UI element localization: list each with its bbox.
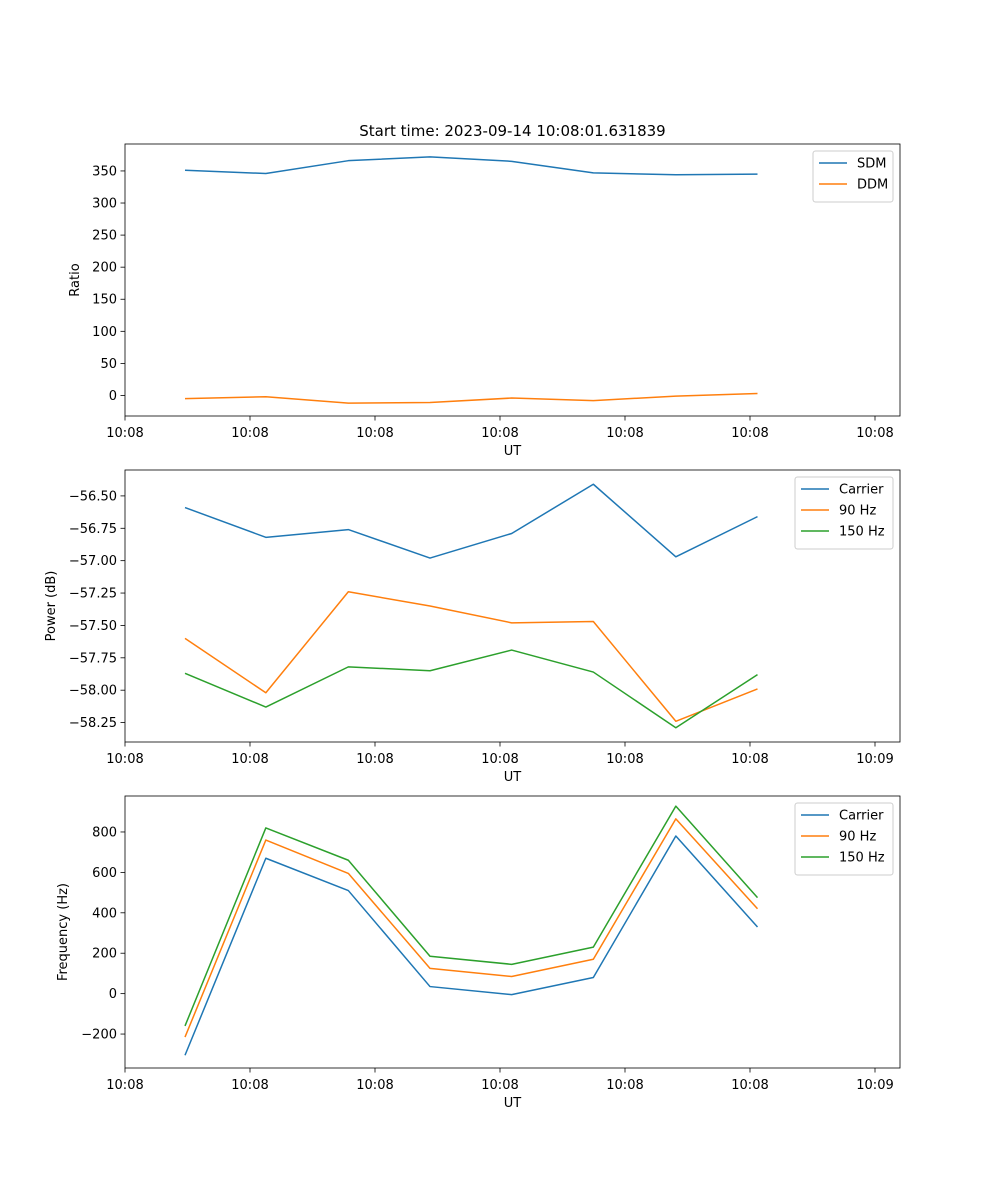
- x-tick-label: 10:08: [356, 426, 393, 441]
- x-axis-label: UT: [504, 444, 522, 459]
- y-axis-label: Frequency (Hz): [56, 883, 71, 981]
- y-tick-label: −58.00: [69, 684, 117, 699]
- y-axis-label: Ratio: [68, 263, 83, 296]
- chart-title: Start time: 2023-09-14 10:08:01.631839: [359, 122, 665, 140]
- x-tick-label: 10:08: [231, 1078, 268, 1093]
- axes-frame: [124, 795, 901, 1069]
- x-tick-label: 10:08: [356, 1078, 393, 1093]
- y-axis-label: Power (dB): [44, 571, 59, 642]
- y-tick-label: 250: [92, 229, 117, 244]
- x-tick-label: 10:08: [856, 426, 893, 441]
- x-tick-label: 10:08: [606, 752, 643, 767]
- x-tick-label: 10:08: [231, 752, 268, 767]
- legend-label: 150 Hz: [839, 851, 885, 866]
- legend-label: 90 Hz: [839, 830, 876, 845]
- series-line-carrier: [184, 483, 758, 559]
- y-tick-label: −57.00: [69, 554, 117, 569]
- series-line-ddm: [184, 392, 758, 404]
- legend: Carrier 90 Hz 150 Hz: [794, 476, 894, 550]
- legend-label: SDM: [857, 157, 886, 172]
- y-tick-label: 100: [92, 325, 117, 340]
- y-tick-label: 300: [92, 197, 117, 212]
- x-tick-label: 10:08: [481, 1078, 518, 1093]
- x-tick-label: 10:08: [731, 426, 768, 441]
- legend-label: Carrier: [839, 483, 884, 498]
- legend-label: 90 Hz: [839, 504, 876, 519]
- legend-label: DDM: [857, 178, 888, 193]
- power-panel: 10:08 10:08 10:08 10:08 10:08 10:08 10:09 −58.2…: [44, 469, 901, 785]
- y-tick-label: 600: [92, 866, 117, 881]
- frequency-panel: 10:08 10:08 10:08 10:08 10:08 10:08 10:09 −200 0…: [56, 795, 901, 1111]
- y-tick-label: −56.50: [69, 489, 117, 504]
- x-tick-label: 10:08: [231, 426, 268, 441]
- y-tick-label: 0: [109, 389, 117, 404]
- legend-label: 150 Hz: [839, 525, 885, 540]
- x-tick-label: 10:09: [856, 752, 893, 767]
- series-line-90-hz: [184, 591, 758, 723]
- y-tick-label: 200: [92, 947, 117, 962]
- y-tick-label: 400: [92, 906, 117, 921]
- y-tick-label: 200: [92, 261, 117, 276]
- series-line-90-hz: [184, 818, 759, 1038]
- ratio-panel: 10:08 10:08 10:08 10:08 10:08 10:08 10:08 0 50 10…: [68, 143, 901, 459]
- x-tick-label: 10:08: [106, 426, 143, 441]
- legend-label: Carrier: [839, 809, 884, 824]
- y-tick-label: −57.25: [69, 587, 117, 602]
- x-tick-label: 10:08: [731, 752, 768, 767]
- axes-frame: [124, 469, 901, 743]
- series-line-carrier: [184, 835, 759, 1056]
- y-tick-label: 800: [92, 825, 117, 840]
- legend: SDM DDM: [812, 150, 894, 203]
- y-tick-label: 350: [92, 164, 117, 179]
- y-tick-label: −57.50: [69, 619, 117, 634]
- y-tick-label: −200: [81, 1028, 117, 1043]
- series-line-sdm: [184, 156, 758, 176]
- x-axis-label: UT: [504, 1096, 522, 1111]
- x-tick-label: 10:09: [856, 1078, 893, 1093]
- y-tick-label: 0: [109, 987, 117, 1002]
- legend: Carrier 90 Hz 150 Hz: [794, 802, 894, 876]
- x-axis-label: UT: [504, 770, 522, 785]
- y-tick-label: 150: [92, 293, 117, 308]
- y-tick-label: −56.75: [69, 522, 117, 537]
- x-tick-label: 10:08: [356, 752, 393, 767]
- y-tick-label: 50: [100, 357, 117, 372]
- x-tick-label: 10:08: [731, 1078, 768, 1093]
- x-tick-label: 10:08: [481, 752, 518, 767]
- axes-frame: [124, 143, 901, 417]
- y-tick-label: −57.75: [69, 651, 117, 666]
- x-tick-label: 10:08: [106, 752, 143, 767]
- x-tick-label: 10:08: [606, 1078, 643, 1093]
- x-tick-label: 10:08: [481, 426, 518, 441]
- y-tick-label: −58.25: [69, 716, 117, 731]
- x-tick-label: 10:08: [606, 426, 643, 441]
- series-line-150-hz: [184, 649, 758, 729]
- series-line-150-hz: [184, 805, 759, 1027]
- x-tick-label: 10:08: [106, 1078, 143, 1093]
